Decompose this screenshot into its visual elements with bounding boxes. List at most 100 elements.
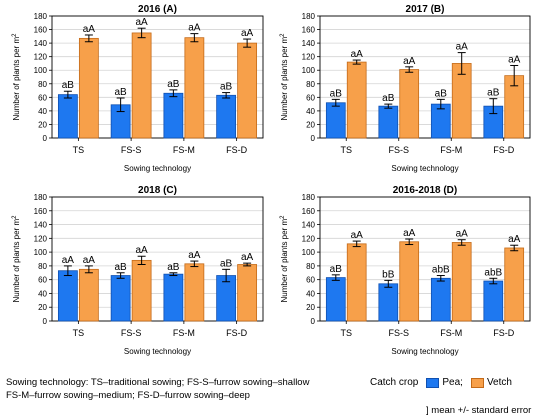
bar-vetch (237, 42, 258, 139)
chart-panel-2: 0 20 40 60 80 100 120 140 160 180 2017 (B) Number o… (280, 4, 531, 173)
legend-label-pea: Pea; (442, 377, 463, 388)
plot-frame (51, 15, 264, 139)
error-bar-note: ] mean +/- standard error (426, 405, 532, 416)
significance-label: aA (241, 28, 254, 39)
y-tick-label: 40 (38, 107, 47, 116)
bar-pea (216, 275, 237, 322)
x-axis-title: Sowing technology (391, 164, 458, 173)
y-axis-title: Number of plants per m2 (12, 33, 21, 121)
y-tick-label: 140 (302, 39, 316, 48)
y-axis-title-superscript: 2 (280, 215, 286, 219)
y-tick-label: 80 (306, 80, 315, 89)
y-tick-label: 140 (302, 221, 316, 230)
bar-pea (163, 273, 184, 322)
bar-vetch (78, 268, 99, 322)
significance-label: aB (487, 88, 500, 99)
y-tick-label: 120 (302, 234, 316, 243)
significance-label: aA (351, 230, 364, 241)
y-axis-title: Number of plants per m2 (280, 33, 289, 121)
y-axis-title-superscript: 2 (280, 33, 286, 37)
bar-pea (325, 277, 346, 322)
significance-label: aB (62, 80, 75, 91)
significance-label: abB (432, 265, 450, 276)
legend-swatch-vetch (470, 377, 484, 388)
significance-label: aB (220, 82, 233, 93)
significance-label: aA (83, 255, 96, 266)
x-tick-label: FS-D (493, 328, 514, 338)
bar-vetch (346, 243, 367, 322)
significance-label: bB (382, 269, 395, 280)
x-tick-label: TS (340, 328, 352, 338)
technology-note-line1: Sowing technology: TS–traditional sowing… (6, 377, 310, 388)
y-axis-title-superscript: 2 (12, 215, 18, 219)
significance-label: aB (330, 264, 343, 275)
bar-vetch (131, 259, 152, 322)
plot-frame (51, 196, 264, 322)
x-tick-label: FS-M (173, 145, 195, 155)
y-tick-label: 120 (34, 53, 48, 62)
bar-vetch (504, 247, 525, 322)
significance-label: abB (484, 267, 502, 278)
bar-vetch (78, 37, 99, 139)
y-tick-label: 60 (38, 276, 47, 285)
y-tick-label: 100 (34, 66, 48, 75)
y-tick-label: 60 (38, 93, 47, 102)
legend-title: Catch crop (370, 377, 419, 388)
panel-title: 2016-2018 (D) (393, 185, 457, 196)
bar-vetch (346, 61, 367, 139)
bar-pea (110, 275, 131, 322)
plot-frame (319, 196, 531, 322)
x-tick-label: TS (73, 145, 85, 155)
significance-label: aA (241, 252, 254, 263)
chart-panel-4: 0 20 40 60 80 100 120 140 160 180 2016-2018 (D) Num… (280, 185, 531, 356)
x-tick-label: FS-M (173, 328, 195, 338)
y-axis-title: Number of plants per m2 (280, 215, 289, 303)
chart-panel-3: 0 20 40 60 80 100 120 140 160 180 2018 (C) Number o… (12, 185, 264, 356)
bar-pea (325, 102, 346, 139)
legend-label-vetch: Vetch (486, 377, 512, 388)
technology-note-line2: FS-M–furrow sowing–medium; FS-D–furrow s… (6, 390, 250, 401)
significance-label: aA (508, 234, 521, 245)
y-tick-label: 180 (302, 193, 316, 202)
x-tick-label: FS-S (121, 328, 142, 338)
x-tick-label: FS-D (226, 145, 247, 155)
y-tick-label: 20 (38, 120, 47, 129)
y-tick-label: 160 (34, 26, 48, 35)
y-tick-label: 60 (306, 276, 315, 285)
x-tick-label: FS-S (388, 145, 409, 155)
significance-label: aB (167, 79, 180, 90)
bar-vetch (451, 242, 472, 322)
panel-title: 2016 (A) (138, 4, 177, 15)
y-tick-label: 160 (34, 207, 48, 216)
y-tick-label: 100 (34, 248, 48, 257)
bar-pea (216, 94, 237, 139)
y-tick-label: 160 (302, 26, 316, 35)
x-tick-label: FS-D (226, 328, 247, 338)
significance-label: aB (330, 88, 343, 99)
chart-panel-1: 0 20 40 60 80 100 120 140 160 180 2016 (A) Number o… (12, 4, 264, 173)
bar-pea (378, 283, 399, 322)
y-tick-label: 0 (311, 134, 316, 143)
bar-pea (430, 277, 451, 322)
y-tick-label: 100 (302, 66, 316, 75)
y-tick-label: 60 (306, 93, 315, 102)
y-tick-label: 0 (43, 317, 48, 326)
significance-label: aA (62, 255, 75, 266)
bar-pea (163, 92, 184, 139)
figure-footer: Sowing technology: TS–traditional sowing… (6, 375, 546, 419)
x-axis-title: Sowing technology (391, 347, 458, 356)
legend-swatch-pea (426, 377, 440, 388)
bar-pea (57, 270, 78, 322)
significance-label: aA (456, 42, 469, 53)
significance-label: aA (508, 54, 521, 65)
x-tick-label: TS (340, 145, 352, 155)
significance-label: aB (115, 262, 128, 273)
significance-label: aA (456, 229, 469, 240)
significance-label: aB (167, 262, 180, 273)
bar-vetch (237, 264, 258, 322)
significance-label: aA (83, 24, 96, 35)
y-tick-label: 20 (306, 120, 315, 129)
significance-label: aB (115, 87, 128, 98)
y-tick-label: 80 (38, 80, 47, 89)
